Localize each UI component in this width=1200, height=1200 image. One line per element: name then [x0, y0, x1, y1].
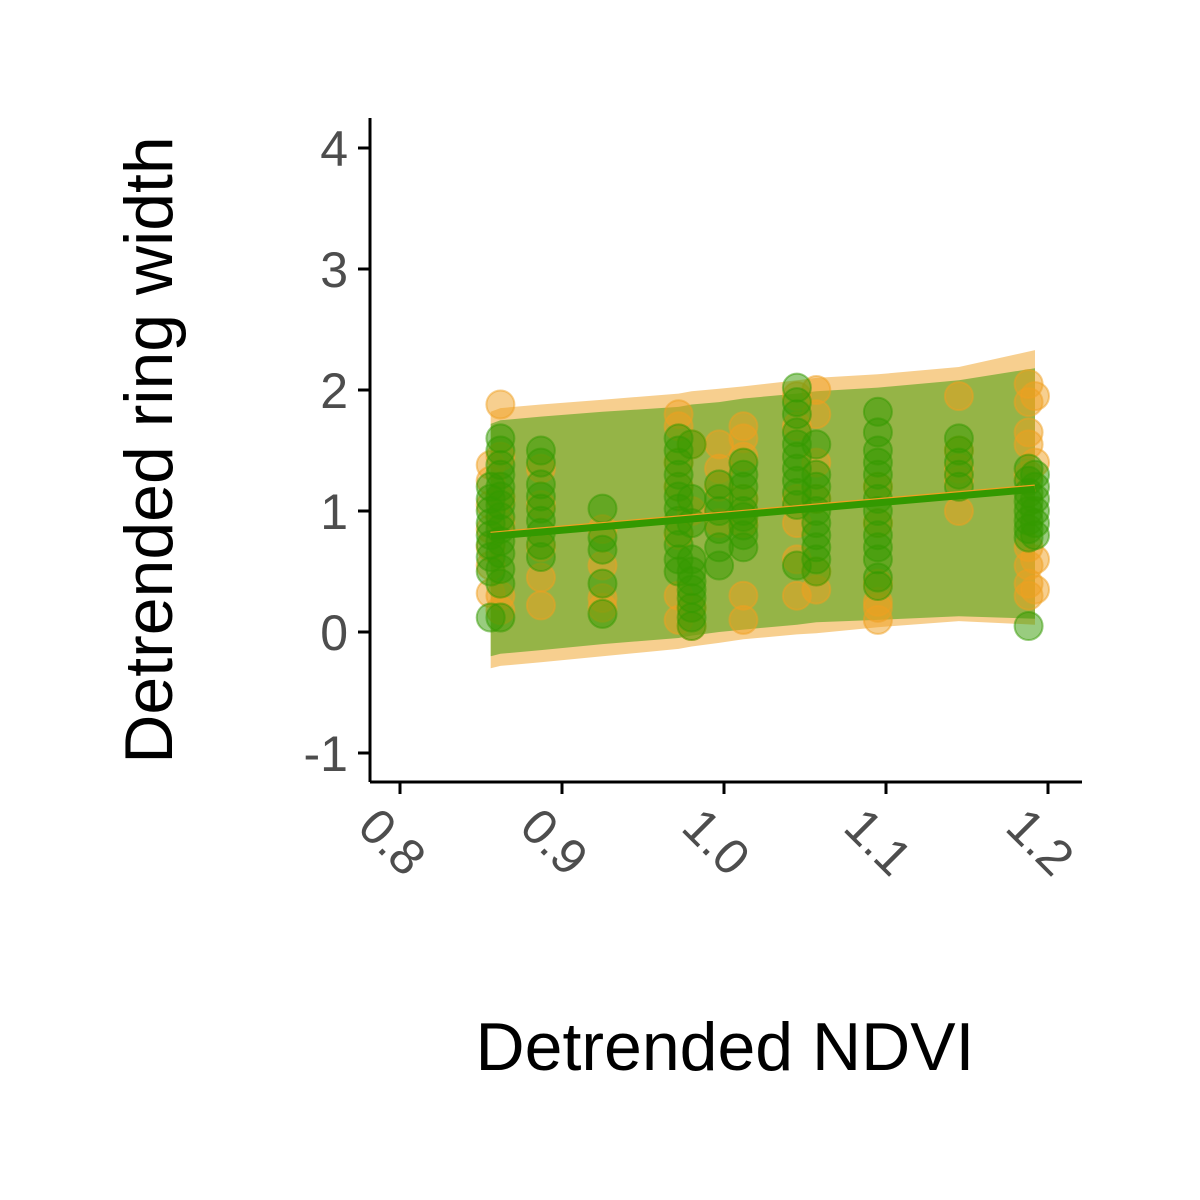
orange-point: [728, 604, 759, 635]
y-tick-label: 4: [320, 121, 348, 177]
y-axis-title: Detrended ring width: [111, 136, 187, 763]
green-fit-line: [490, 485, 1036, 540]
green-point: [485, 602, 516, 633]
y-tick-label: 2: [320, 363, 348, 419]
green-point: [1013, 611, 1044, 641]
green-point: [587, 534, 618, 565]
y-axis-ticks: -1 0 1 2 3 4: [304, 121, 370, 782]
green-point: [801, 556, 832, 587]
orange-point: [525, 590, 556, 621]
fit-lines: [490, 484, 1036, 540]
green-point: [801, 429, 832, 460]
data-points: [475, 369, 1050, 641]
orange-point: [485, 389, 516, 420]
green-point: [485, 568, 516, 599]
green-point: [587, 568, 618, 599]
orange-point: [943, 381, 974, 412]
y-tick-label: -1: [304, 726, 348, 782]
axes: [368, 118, 1082, 784]
green-point: [676, 611, 707, 641]
green-point: [525, 542, 556, 572]
green-point: [704, 550, 735, 581]
green-point: [587, 493, 618, 524]
green-point: [676, 429, 707, 460]
y-tick-label: 1: [320, 484, 348, 540]
green-point: [1020, 520, 1050, 551]
y-tick-label: 0: [320, 605, 348, 661]
x-axis-title: Detrended NDVI: [476, 1009, 975, 1085]
orange-point: [1020, 574, 1050, 605]
green-point: [862, 571, 893, 601]
orange-point: [1020, 381, 1050, 412]
green-point: [587, 598, 618, 629]
green-point: [728, 532, 759, 563]
y-tick-label: 3: [320, 242, 348, 298]
